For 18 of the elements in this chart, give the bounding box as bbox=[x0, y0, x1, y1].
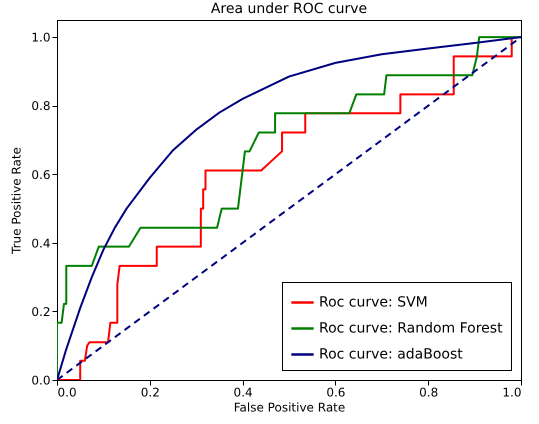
legend-label: Roc curve: Random Forest bbox=[319, 320, 504, 336]
y-tick-label: 0.4 bbox=[31, 236, 50, 250]
legend-label: Roc curve: adaBoost bbox=[319, 346, 464, 362]
y-tick-label: 0.6 bbox=[31, 168, 50, 182]
x-tick-label: 0.2 bbox=[140, 386, 160, 400]
y-tick-label: 0.0 bbox=[31, 374, 50, 388]
y-tick-label: 1.0 bbox=[31, 30, 50, 45]
y-tick-label: 0.8 bbox=[31, 99, 50, 114]
x-axis-title: False Positive Rate bbox=[234, 400, 346, 414]
x-tick-label: 1.0 bbox=[502, 386, 522, 400]
y-axis-title: True Positive Rate bbox=[9, 147, 24, 255]
x-tick-label: 0.8 bbox=[419, 386, 438, 400]
x-tick-label: 0.6 bbox=[326, 386, 346, 400]
chart-title: Area under ROC curve bbox=[210, 1, 368, 17]
y-tick-label: 0.2 bbox=[31, 304, 50, 319]
x-tick-label: 0.4 bbox=[234, 386, 253, 400]
legend-label: Roc curve: SVM bbox=[319, 294, 428, 310]
x-tick-label: 0.0 bbox=[58, 386, 77, 400]
